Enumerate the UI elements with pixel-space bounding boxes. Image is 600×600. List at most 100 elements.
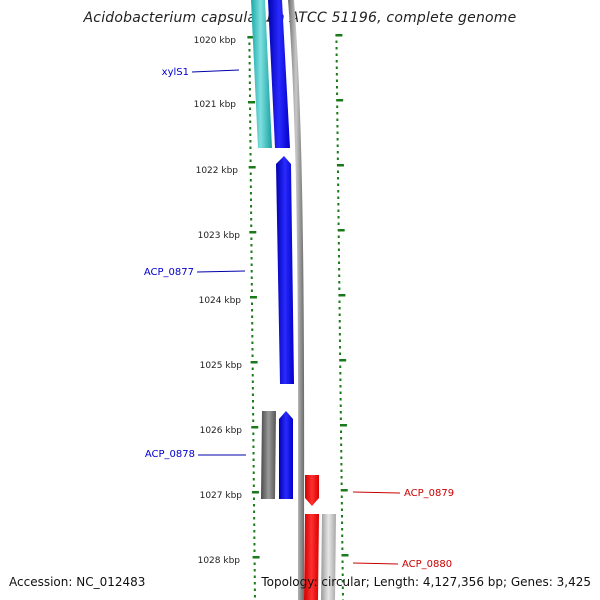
left-ruler-dot [253,562,256,565]
right-ruler-dot [336,125,339,128]
map-title: Acidobacterium capsulatum ATCC 51196, co… [83,10,517,26]
right-ruler-dot [336,105,339,108]
right-ruler-dot [340,456,343,459]
left-ruler-dot [248,81,251,84]
left-ruler-dot [253,523,256,526]
label-ACP_0877: ACP_0877 [144,267,194,278]
right-ruler-dot [336,131,339,134]
right-ruler-dot [341,580,344,583]
right-ruler-dot [337,255,340,258]
right-ruler-dot [340,469,343,472]
left-ruler-dot [253,543,256,546]
right-ruler-major-tick [341,554,349,557]
left-ruler-dot [251,309,254,312]
right-ruler-dot [336,92,339,95]
right-ruler-dot [337,209,340,212]
right-ruler-dot [338,307,341,310]
left-ruler-major-tick [249,296,257,299]
left-ruler-dot [252,465,255,468]
left-ruler-dot [253,575,256,578]
left-ruler [247,36,260,598]
right-ruler-major-tick [340,489,348,492]
left-ruler-dot [251,380,254,383]
accession-text: Accession: NC_012483 [9,575,146,589]
left-ruler-dot [251,348,254,351]
left-ruler-dot [249,153,252,156]
right-ruler-dot [337,190,340,193]
right-ruler-dot [335,60,338,63]
right-ruler-dot [341,515,344,518]
left-ruler-dot [253,582,256,585]
label-ACP_0879: ACP_0879 [404,488,454,499]
left-ruler-dot [253,517,256,520]
right-ruler-dot [337,242,340,245]
left-ruler-dot [252,497,255,500]
right-ruler-dot [339,404,342,407]
right-ruler-dot [341,560,344,563]
right-ruler-dot [337,248,340,251]
left-ruler-dot [249,114,252,117]
left-ruler-dot [249,140,252,143]
left-ruler-dot [251,393,254,396]
leader-ACP_0877 [196,270,246,273]
right-ruler-dot [340,443,343,446]
right-ruler-dot [339,372,342,375]
left-ruler-dot [252,484,255,487]
right-ruler-major-tick [336,99,344,102]
left-ruler-dot [252,419,255,422]
right-ruler-dot [335,73,338,76]
left-ruler-dot [248,94,251,97]
left-ruler-dot [253,530,256,533]
right-ruler-major-tick [339,424,347,427]
left-ruler-dot [249,107,252,110]
left-ruler-dot [252,452,255,455]
tick-labels: 1020 kbp 1021 kbp 1022 kbp 1023 kbp 1024… [194,36,243,566]
right-ruler-dot [341,534,344,537]
left-ruler-dot [251,374,254,377]
left-ruler-dot [253,549,256,552]
left-ruler-major-tick [251,426,259,429]
left-ruler-dot [249,159,252,162]
right-ruler-dot [341,528,344,531]
right-ruler-dot [339,411,342,414]
left-ruler-dot [251,341,254,344]
right-ruler-dot [336,118,339,121]
left-ruler-dot [248,42,251,45]
left-ruler-dot [250,276,253,279]
tick-label-1023: 1023 kbp [198,231,241,241]
left-ruler-dot [253,536,256,539]
right-ruler-dot [335,40,338,43]
right-ruler-dot [340,450,343,453]
right-ruler-dot [335,53,338,56]
tick-label-1026: 1026 kbp [200,426,243,436]
label-xylS1: xylS1 [162,67,189,78]
left-ruler-dot [252,432,255,435]
left-ruler-major-tick [249,231,257,234]
right-ruler-dot [340,463,343,466]
left-ruler-dot [249,192,252,195]
gene-ACP_0879 [305,475,319,506]
left-ruler-dot [253,504,256,507]
left-ruler-dot [252,458,255,461]
tick-label-1025: 1025 kbp [200,361,243,371]
left-ruler-dot [252,406,255,409]
right-ruler-dot [339,365,342,368]
left-ruler-dot [250,250,253,253]
rna-feature [251,0,272,148]
right-ruler-dot [336,151,339,154]
left-ruler-dot [248,55,251,58]
tick-label-1022: 1022 kbp [196,166,239,176]
right-ruler-dot [337,235,340,238]
right-ruler-dot [339,385,342,388]
left-ruler-dot [252,478,255,481]
right-ruler-dot [341,521,344,524]
right-ruler-dot [340,508,343,511]
right-ruler-dot [338,333,341,336]
left-ruler-dot [249,179,252,182]
right-ruler-dot [340,482,343,485]
right-ruler-major-tick [336,164,344,167]
right-ruler-dot [339,417,342,420]
right-ruler-major-tick [339,359,347,362]
right-ruler-dot [341,593,344,596]
pseudo-feature [261,411,276,499]
